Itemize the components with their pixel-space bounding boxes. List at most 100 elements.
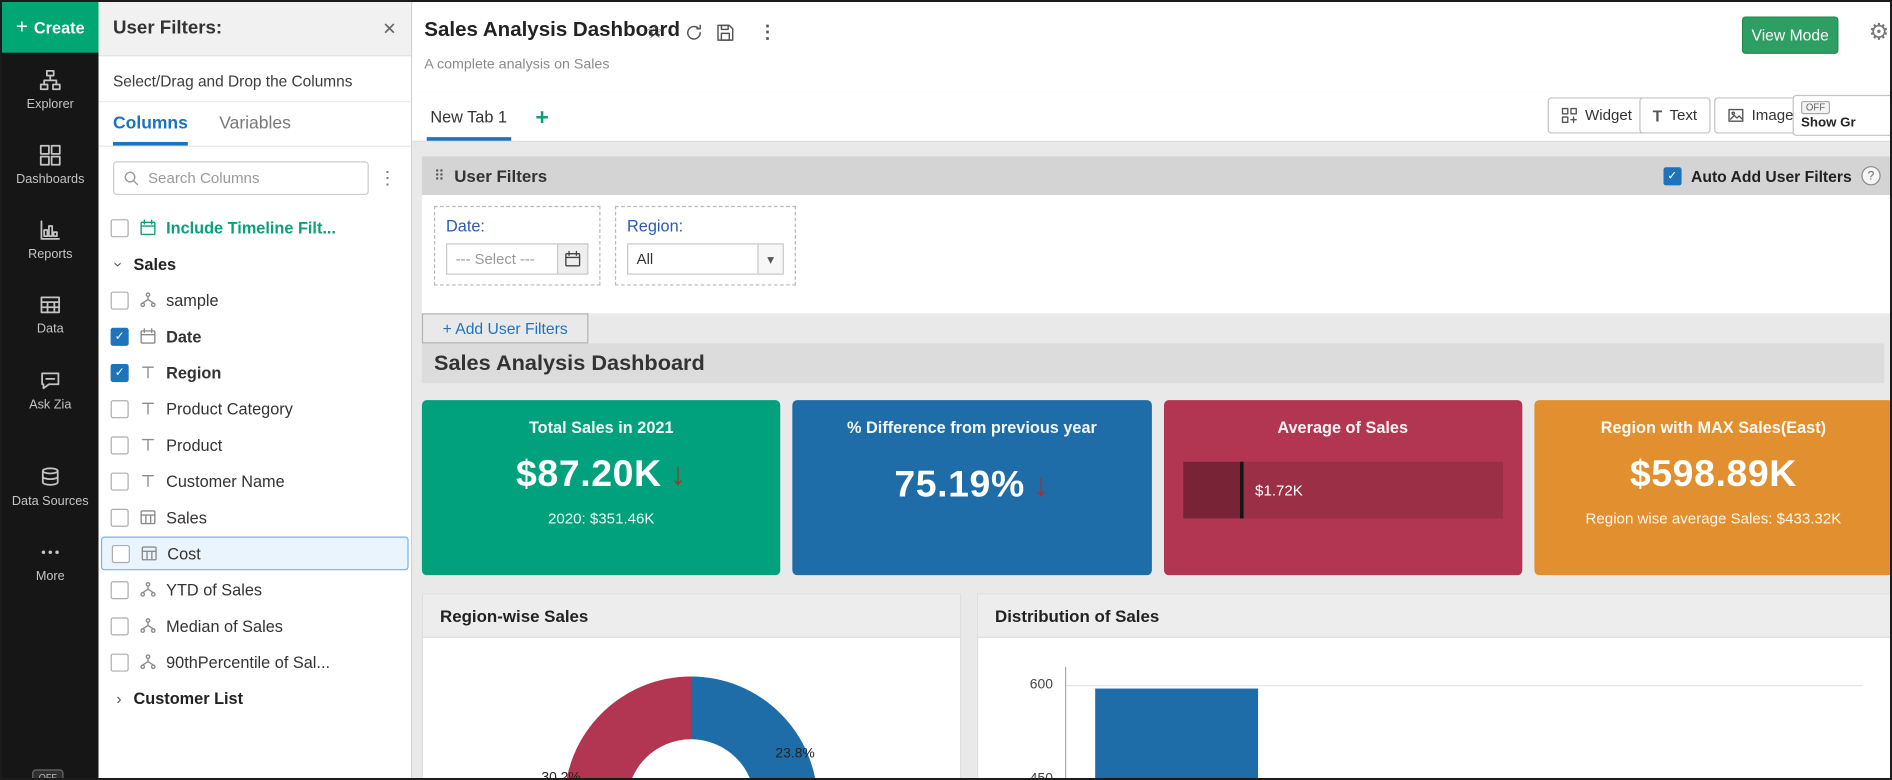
user-filters-widget[interactable]: ⠿ User Filters ✓ Auto Add User Filters ?… (421, 156, 1890, 314)
chevron-right-icon: › (116, 689, 122, 708)
tab-label: New Tab 1 (430, 108, 508, 127)
sidebar-item-more[interactable]: More (2, 541, 99, 585)
region-filter-widget[interactable]: Region: All ▾ (614, 205, 796, 286)
sidebar-item-ask-zia[interactable]: Ask Zia (2, 369, 99, 413)
donut-chart[interactable] (564, 676, 818, 778)
region-select[interactable]: All ▾ (627, 243, 784, 275)
add-user-filters-label: + Add User Filters (442, 319, 568, 338)
date-select[interactable]: --- Select --- (446, 243, 589, 275)
kpi-card-difference-from-previous-year[interactable]: % Difference from previous year 75.19% ↓ (792, 400, 1152, 576)
close-icon[interactable]: ✕ (382, 18, 397, 38)
dashboards-icon (39, 145, 61, 167)
kpi-card-average-of-sales[interactable]: Average of Sales $1.72K (1163, 400, 1523, 576)
checkbox[interactable] (110, 471, 129, 491)
auto-add-checkbox[interactable]: ✓ (1663, 166, 1682, 185)
widget-button[interactable]: Widget (1547, 97, 1646, 134)
show-grid-toggle[interactable]: OFF Show Gr (1792, 94, 1890, 136)
text-icon (138, 400, 157, 417)
sidebar-item-dashboards[interactable]: Dashboards (2, 145, 99, 189)
column-item-product-category[interactable]: Product Category (99, 391, 412, 427)
number-icon (140, 545, 159, 562)
checkbox[interactable] (110, 652, 129, 672)
column-item-90thpercentile-of-sal[interactable]: 90thPercentile of Sal... (99, 644, 412, 680)
help-icon[interactable]: ? (1861, 166, 1881, 186)
dashboard-canvas: ⠿ User Filters ✓ Auto Add User Filters ?… (412, 141, 1890, 778)
search-input[interactable] (113, 161, 369, 196)
checkbox[interactable] (110, 435, 129, 454)
settings-gear-icon[interactable]: ⚙ (1868, 20, 1890, 46)
sidebar-item-data[interactable]: Data (2, 294, 99, 338)
save-icon[interactable] (716, 24, 734, 42)
checkbox[interactable]: ✓ (110, 327, 129, 346)
calendar-button[interactable] (557, 243, 589, 275)
more-options-icon[interactable]: ⋮ (758, 22, 777, 44)
date-select-value[interactable]: --- Select --- (446, 243, 558, 275)
user-filters-widget-header[interactable]: ⠿ User Filters ✓ Auto Add User Filters ? (421, 156, 1890, 196)
date-filter-widget[interactable]: Date: --- Select --- (433, 205, 601, 286)
add-tab-button[interactable]: + (535, 105, 549, 132)
panel-subtitle: Select/Drag and Drop the Columns (98, 56, 412, 103)
checkbox[interactable] (110, 508, 129, 527)
chevron-down-icon[interactable]: ▾ (757, 243, 784, 275)
column-item-product[interactable]: Product (99, 427, 412, 463)
column-item-include-timeline-filter[interactable]: Include Timeline Filt... (99, 210, 412, 246)
checkbox[interactable] (111, 544, 130, 563)
checkbox[interactable] (110, 616, 129, 635)
column-label: Region (166, 363, 222, 382)
chart-panel-region-wise-sales[interactable]: Region-wise Sales 23.8% 30.2% (421, 593, 962, 778)
data-icon (39, 294, 61, 316)
checkbox[interactable] (110, 399, 129, 418)
text-button[interactable]: T Text (1639, 97, 1711, 134)
column-label: 90thPercentile of Sal... (166, 652, 331, 672)
column-group-sales[interactable]: › Sales (99, 246, 412, 282)
kpi-value: $598.89K (1629, 452, 1797, 495)
checkbox[interactable]: ✓ (110, 363, 129, 382)
checkbox[interactable] (110, 290, 129, 310)
column-item-ytd-of-sales[interactable]: YTD of Sales (99, 572, 412, 608)
kpi-card-total-sales-in-2021[interactable]: Total Sales in 2021 $87.20K ↓ 2020: $351.46… (421, 400, 781, 576)
charts-row: Region-wise Sales 23.8% 30.2% Distributi… (421, 593, 1890, 778)
sidebar-item-explorer[interactable]: Explorer (2, 70, 99, 114)
column-item-median-of-sales[interactable]: Median of Sales (99, 608, 412, 644)
group-label: Sales (133, 254, 177, 273)
main-area: Sales Analysis Dashboard ☆ ⋮ A complete … (412, 2, 1890, 778)
column-label: Product (166, 435, 223, 454)
column-item-sales[interactable]: Sales (99, 499, 412, 535)
chevron-down-icon: › (109, 261, 129, 267)
column-item-date[interactable]: ✓ Date (99, 318, 412, 354)
panel-tabs: Columns Variables (98, 102, 412, 147)
tab-variables[interactable]: Variables (219, 114, 291, 134)
image-button[interactable]: Image (1714, 97, 1807, 134)
checkbox[interactable] (110, 580, 129, 599)
checkbox[interactable] (110, 218, 129, 237)
view-mode-button[interactable]: View Mode (1741, 16, 1839, 54)
hierarchy-icon (138, 617, 157, 634)
create-button[interactable]: + Create (2, 2, 99, 53)
column-item-sample[interactable]: sample (99, 282, 412, 318)
region-select-value[interactable]: All (627, 243, 758, 275)
column-item-customer-name[interactable]: Customer Name (99, 463, 412, 499)
bar[interactable] (1095, 688, 1259, 778)
sidebar-item-data-sources[interactable]: Data Sources (2, 466, 99, 510)
tab-columns[interactable]: Columns (113, 114, 188, 146)
column-group-customer-list[interactable]: › Customer List (99, 680, 412, 716)
text-icon (138, 364, 157, 381)
off-badge: OFF (1801, 100, 1830, 115)
chart-panel-distribution-of-sales[interactable]: Distribution of Sales 600 450 (976, 593, 1890, 778)
kpi-card-region-with-max-sales-east[interactable]: Region with MAX Sales(East) $598.89K Regio… (1534, 400, 1890, 576)
kpi-subtext: Region wise average Sales: $433.32K (1585, 509, 1842, 527)
sidebar-cut-toggle[interactable]: OFF (32, 769, 64, 778)
drag-handle-icon[interactable]: ⠿ (433, 167, 445, 185)
star-icon[interactable]: ☆ (646, 22, 664, 44)
column-item-cost[interactable]: Cost (100, 536, 409, 571)
search-options-icon[interactable]: ⋮ (378, 168, 397, 190)
column-item-region[interactable]: ✓ Region (99, 354, 412, 390)
add-user-filters-button[interactable]: + Add User Filters (421, 313, 589, 344)
sidebar-item-label: Data (36, 322, 64, 337)
refresh-icon[interactable] (685, 24, 703, 42)
tab-bar: New Tab 1 + Widget T Text Image OFF Show… (412, 91, 1890, 142)
sidebar-item-reports[interactable]: Reports (2, 219, 99, 263)
sidebar-item-label: Dashboards (16, 172, 85, 187)
sidebar-nav: Explorer Dashboards Reports Data Ask Zia… (2, 53, 99, 585)
tab-new-tab-1[interactable]: New Tab 1 (426, 108, 511, 141)
